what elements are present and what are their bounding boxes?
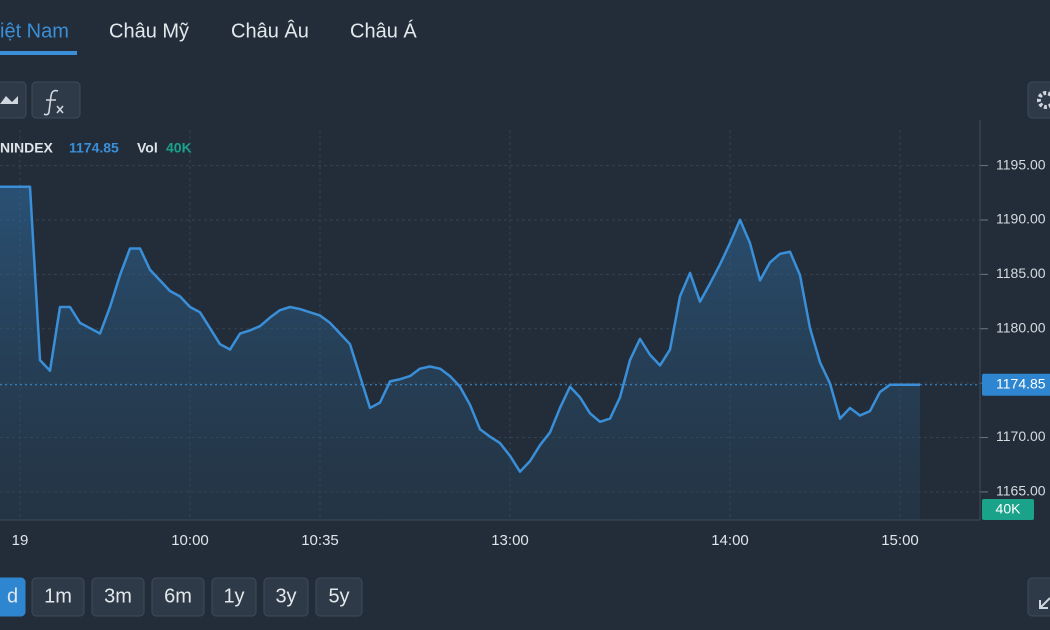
range-button[interactable] [211,577,257,617]
y-tick-label: 1170.00 [996,428,1046,444]
volume-tag-label: 40K [996,501,1022,517]
x-tick-label: 19 [12,532,29,549]
range-button[interactable] [151,577,205,617]
y-tick-label: 1180.00 [996,319,1046,335]
range-label[interactable]: d [7,585,18,607]
y-tick-label: 1190.00 [996,211,1046,227]
range-button[interactable] [263,577,309,617]
x-tick-label: 13:00 [491,532,529,549]
x-tick-label: 10:00 [171,532,209,549]
last-price-tag [982,373,1050,396]
range-button[interactable] [31,577,85,617]
x-tick-label: 10:35 [301,532,339,549]
range-button[interactable] [0,577,26,617]
chart-type-icon [0,96,18,104]
line [0,185,920,473]
range-label[interactable]: 1m [44,585,72,607]
volume-tag [982,499,1034,520]
legend-volume: 40K [166,140,192,156]
range-label[interactable]: 3m [104,585,132,607]
active-tab-underline [0,51,77,55]
tab[interactable]: iệt Nam [0,20,69,42]
fullscreen-icon [1039,597,1050,609]
legend-price: 1174.85 [69,140,119,156]
tab[interactable]: Châu Âu [231,19,309,42]
tab[interactable]: Châu Á [350,19,417,42]
legend-volume-label: Vol [137,140,158,156]
y-tick-label: 1165.00 [996,483,1046,499]
y-tick-label: 1195.00 [996,156,1046,172]
last-price-tag-label: 1174.85 [996,375,1046,391]
range-label[interactable]: 5y [328,585,349,607]
x-tick-label: 15:00 [881,532,919,549]
x-tick-label: 14:00 [711,532,749,549]
area [0,186,920,520]
tab[interactable]: Châu Mỹ [109,20,189,42]
indicator-icon [43,89,64,116]
settings-icon [1037,91,1050,109]
legend-symbol: NINDEX [0,140,54,156]
fullscreen-button[interactable] [1027,577,1050,617]
range-label[interactable]: 6m [164,585,192,607]
chart-type-button[interactable] [0,81,27,119]
range-label[interactable]: 3y [275,585,296,607]
range-button[interactable] [91,577,145,617]
toolbar [0,81,1050,617]
y-tick-label: 1185.00 [996,265,1046,281]
range-button[interactable] [315,577,363,617]
range-label[interactable]: 1y [223,585,244,607]
